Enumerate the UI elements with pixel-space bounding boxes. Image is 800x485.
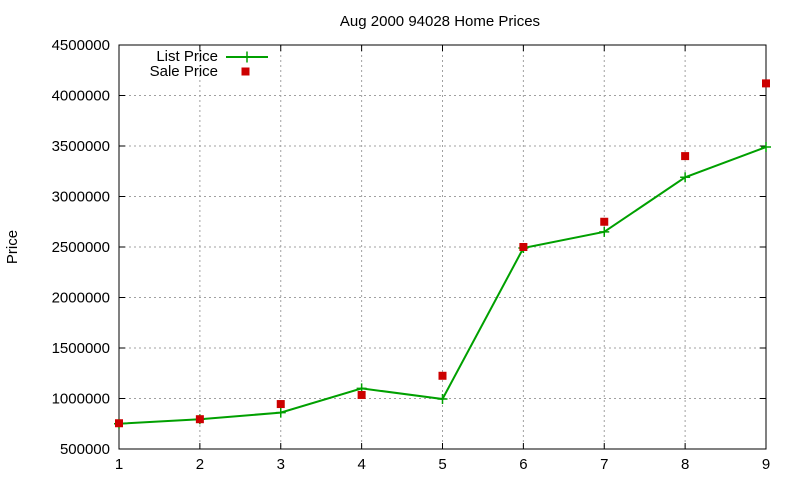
y-tick-label: 3000000	[52, 189, 110, 206]
y-axis-label: Price	[4, 230, 21, 264]
y-tick-label: 1500000	[52, 340, 110, 357]
y-tick-label: 4000000	[52, 88, 110, 105]
list-price-point	[680, 172, 691, 183]
grid-lines	[119, 45, 766, 449]
y-tick-label: 4500000	[52, 37, 110, 54]
legend-label-list-price: List Price	[156, 48, 218, 65]
x-tick-label: 2	[196, 456, 204, 473]
y-tick-label: 2000000	[52, 290, 110, 307]
sale-price-point	[438, 371, 447, 380]
x-tick-label: 3	[277, 456, 285, 473]
legend-square-marker-sale-price	[241, 67, 250, 76]
y-tick-label: 3500000	[52, 138, 110, 155]
list-price-point	[761, 142, 771, 153]
x-tick-label: 8	[681, 456, 689, 473]
legend-plus-marker-list-price	[241, 51, 253, 63]
sale-price-point	[762, 79, 770, 88]
y-tick-label: 1000000	[52, 391, 110, 408]
legend: List Price Sale Price	[150, 48, 268, 80]
axes: 500000 1000000 1500000 2000000 2500000 300000…	[52, 37, 771, 473]
list-price-point	[275, 407, 286, 418]
x-tick-label: 4	[357, 456, 365, 473]
sale-price-point	[195, 415, 204, 424]
sale-price-point	[600, 217, 609, 226]
y-tick-label: 2500000	[52, 239, 110, 256]
sale-price-point	[357, 390, 366, 399]
sale-price-point	[519, 243, 528, 251]
x-tick-label: 5	[438, 456, 446, 473]
sale-price-point	[681, 152, 690, 161]
x-tick-label: 7	[600, 456, 608, 473]
x-tick-label: 1	[115, 456, 123, 473]
chart-title: Aug 2000 94028 Home Prices	[340, 13, 540, 30]
list-price-point	[599, 226, 610, 237]
sale-price-point	[276, 400, 285, 409]
data-series	[114, 79, 771, 429]
x-tick-label: 6	[519, 456, 527, 473]
y-tick-label: 500000	[60, 441, 110, 458]
list-price-point	[437, 394, 448, 405]
legend-label-sale-price: Sale Price	[150, 63, 218, 80]
x-tick-label: 9	[762, 456, 770, 473]
sale-price-point	[115, 419, 123, 428]
